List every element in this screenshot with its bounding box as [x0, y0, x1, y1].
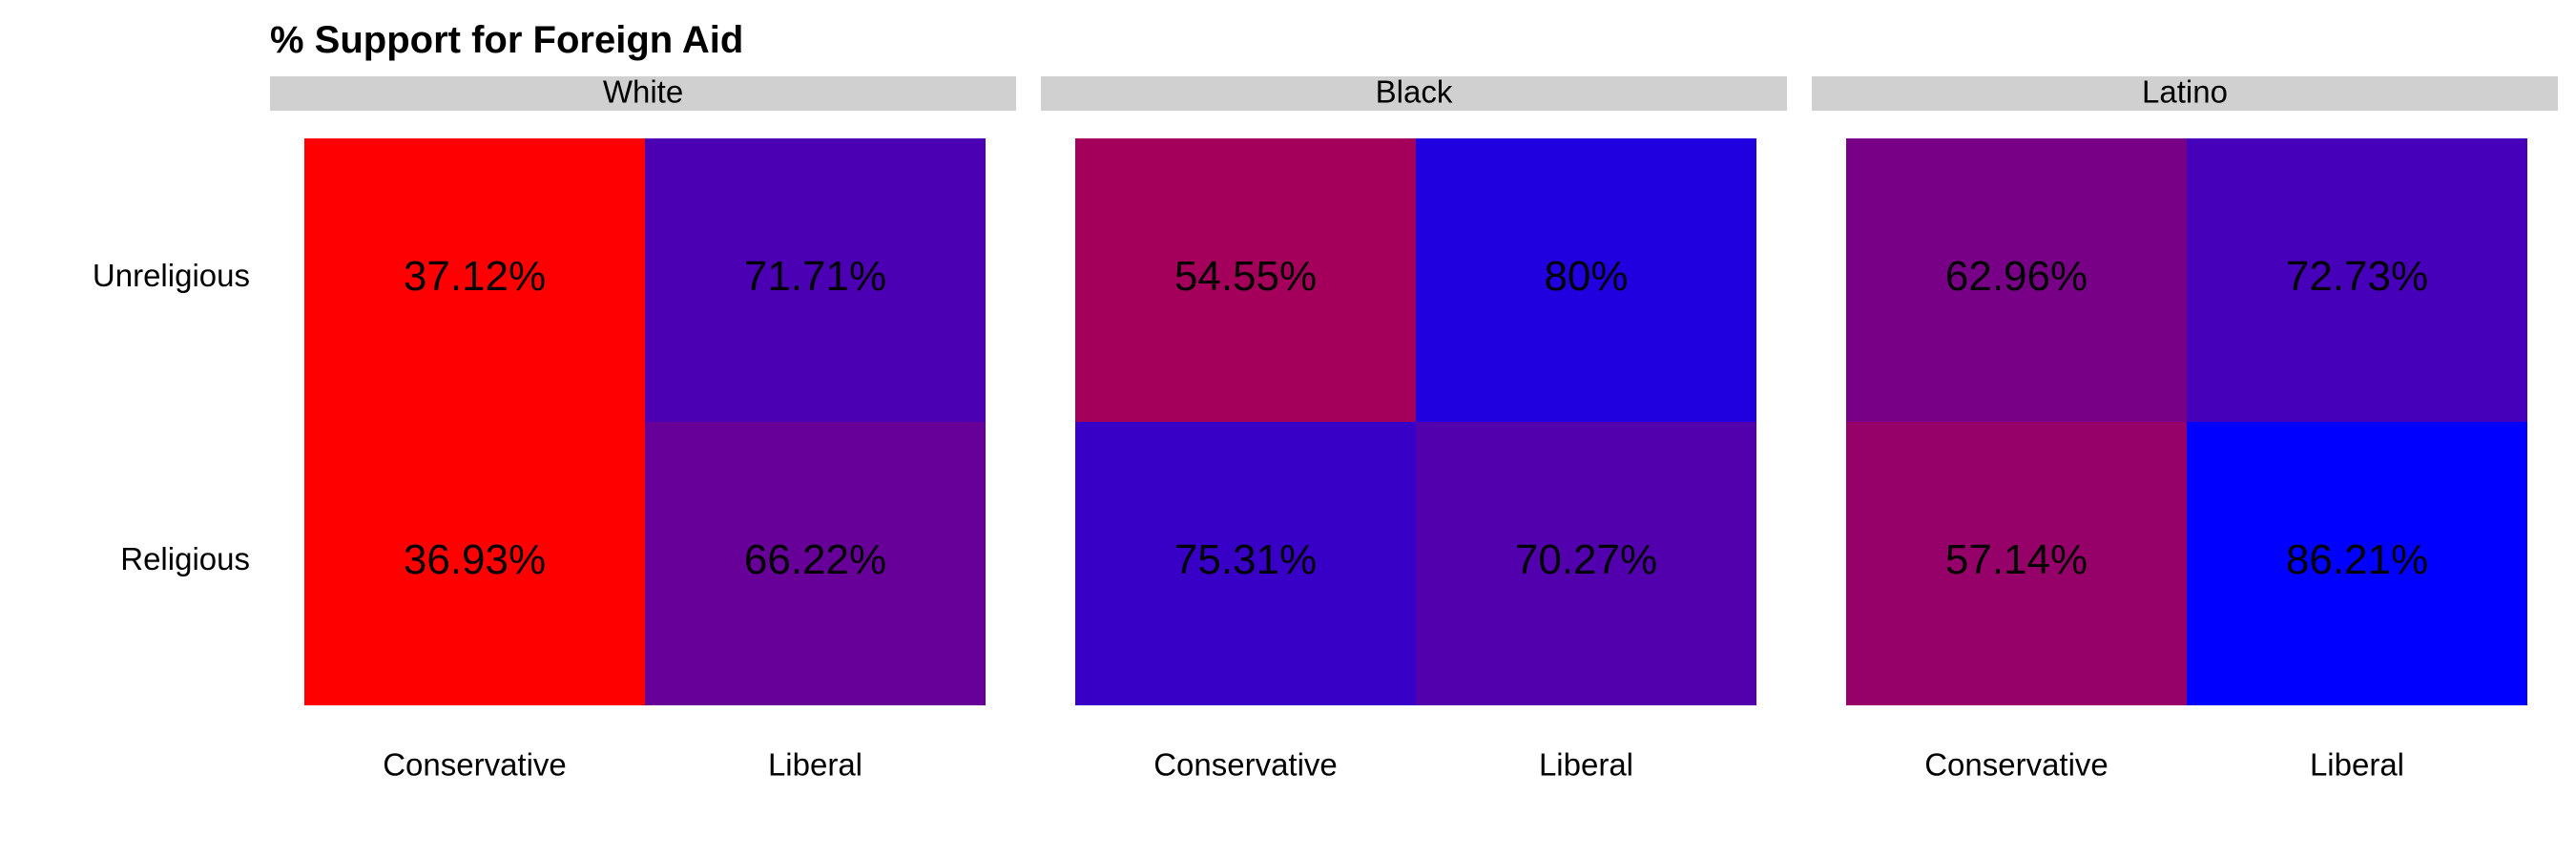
- data-label-latino-liberal-religious: 86.21%: [2286, 536, 2428, 583]
- x-tick-label-white-conservative: Conservative: [383, 747, 567, 783]
- heatmap-tile-latino-liberal-religious: [2187, 422, 2527, 705]
- heatmap-tile-latino-conservative-religious: [1846, 422, 2187, 705]
- x-tick-label-black-conservative: Conservative: [1153, 747, 1338, 783]
- data-label-latino-conservative-unreligious: 62.96%: [1945, 253, 2088, 300]
- y-tick-label-religious: Religious: [120, 541, 250, 576]
- x-tick-label-white-liberal: Liberal: [768, 747, 862, 783]
- data-label-black-liberal-unreligious: 80%: [1544, 253, 1628, 300]
- facet-strip-white: [270, 76, 1016, 111]
- facet-panel-black: Black 54.55% 80% 75.31% 70.27% Conservative Li…: [1041, 74, 1787, 783]
- facet-strip-black: [1041, 76, 1787, 111]
- heatmap-tile-white-conservative-religious: [304, 422, 645, 705]
- x-tick-label-latino-liberal: Liberal: [2310, 747, 2404, 783]
- facet-panels: Unreligious Religious White 37.12% 71.71% 36.…: [93, 74, 2558, 783]
- facet-strip-label-black: Black: [1376, 74, 1453, 110]
- chart-title: % Support for Foreign Aid: [270, 19, 743, 61]
- data-label-white-liberal-religious: 66.22%: [744, 536, 886, 583]
- x-tick-label-black-liberal: Liberal: [1539, 747, 1633, 783]
- heatmap-tile-white-liberal-religious: [645, 422, 986, 705]
- facet-strip-latino: [1812, 76, 2558, 111]
- heatmap-tile-black-conservative-religious: [1075, 422, 1416, 705]
- facet-panel-white: White 37.12% 71.71% 36.93% 66.22% Conservativ…: [270, 74, 1016, 783]
- heatmap-tile-white-liberal-unreligious: [645, 138, 986, 422]
- heatmap-tile-white-conservative-unreligious: [304, 138, 645, 422]
- x-tick-label-latino-conservative: Conservative: [1924, 747, 2109, 783]
- data-label-black-conservative-religious: 75.31%: [1174, 536, 1317, 583]
- data-label-white-conservative-religious: 36.93%: [404, 536, 546, 583]
- data-label-latino-conservative-religious: 57.14%: [1945, 536, 2088, 583]
- data-label-latino-liberal-unreligious: 72.73%: [2286, 253, 2428, 300]
- facet-strip-label-white: White: [603, 74, 683, 110]
- heatmap-tile-black-conservative-unreligious: [1075, 138, 1416, 422]
- data-label-black-conservative-unreligious: 54.55%: [1174, 253, 1317, 300]
- heatmap-tile-latino-liberal-unreligious: [2187, 138, 2527, 422]
- heatmap-tile-latino-conservative-unreligious: [1846, 138, 2187, 422]
- y-tick-label-unreligious: Unreligious: [93, 258, 250, 293]
- facet-panel-latino: Latino 62.96% 72.73% 57.14% 86.21% Conservati…: [1812, 74, 2558, 783]
- data-label-white-liberal-unreligious: 71.71%: [744, 253, 886, 300]
- facet-strip-label-latino: Latino: [2142, 74, 2228, 110]
- data-label-black-liberal-religious: 70.27%: [1515, 536, 1657, 583]
- heatmap-tile-black-liberal-unreligious: [1416, 138, 1756, 422]
- data-label-white-conservative-unreligious: 37.12%: [404, 253, 546, 300]
- heatmap-tile-black-liberal-religious: [1416, 422, 1756, 705]
